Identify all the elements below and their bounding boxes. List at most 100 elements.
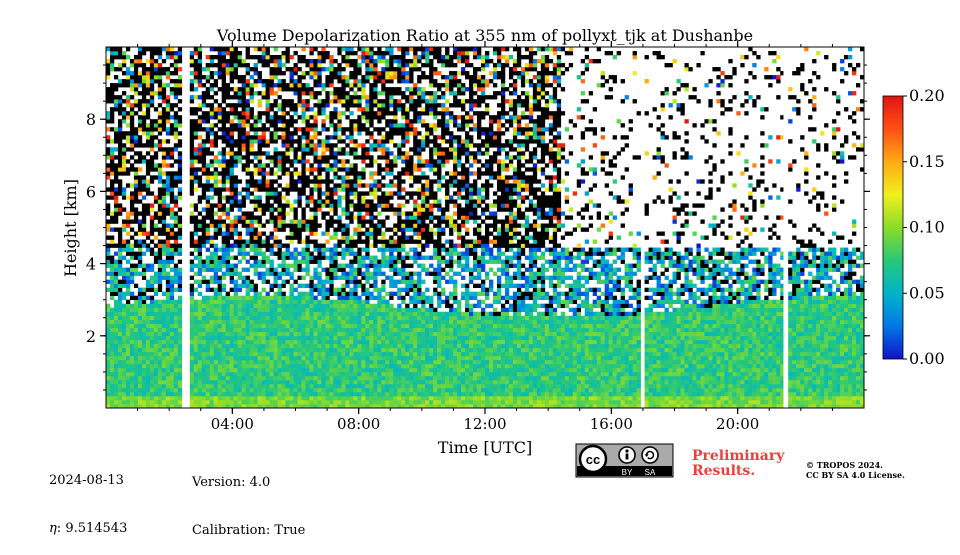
heatmap-cell [337,299,342,305]
heatmap-cell [277,215,282,220]
heatmap-cell [357,247,362,252]
heatmap-cell [169,283,175,288]
heatmap-cell [353,335,358,341]
heatmap-cell [257,59,262,64]
heatmap-cell [169,223,175,228]
heatmap-cell [113,263,119,268]
heatmap-cell [349,171,354,176]
heatmap-cell [169,79,175,84]
heatmap-cell [193,287,199,292]
heatmap-cell [165,315,171,321]
heatmap-cell [165,107,171,112]
heatmap-cell [229,95,234,100]
heatmap-cell [217,255,222,260]
heatmap-cell [321,311,326,317]
heatmap-cell [365,95,370,100]
heatmap-cell [329,75,334,80]
heatmap-cell [109,291,115,296]
heatmap-cell [329,123,334,128]
heatmap-cell [106,243,111,248]
heatmap-cell [361,175,366,180]
heatmap-cell [145,203,151,208]
heatmap-cell [249,159,254,164]
heatmap-cell [309,255,314,260]
heatmap-cell [141,299,147,305]
heatmap-cell [253,355,258,361]
heatmap-cell [385,131,390,136]
heatmap-cell [341,375,346,381]
heatmap-cell [273,387,278,393]
heatmap-cell [165,291,171,296]
heatmap-cell [221,251,226,256]
heatmap-cell [273,279,278,284]
heatmap-cell [205,235,211,240]
heatmap-cell [245,107,250,112]
heatmap-cell [293,83,298,88]
heatmap-cell [285,383,290,389]
heatmap-cell [149,139,155,144]
heatmap-cell [249,375,254,381]
heatmap-cell [225,163,230,168]
heatmap-cell [213,211,219,216]
heatmap-cell [293,87,298,92]
heatmap-cell [197,247,203,252]
heatmap-cell [277,371,282,377]
heatmap-cell [153,155,159,160]
heatmap-cell [309,303,314,309]
heatmap-cell [145,131,151,136]
heatmap-cell [145,75,151,80]
heatmap-cell [149,103,155,108]
heatmap-cell [265,139,270,144]
heatmap-cell [289,351,294,357]
heatmap-cell [237,351,242,357]
heatmap-cell [217,359,222,365]
heatmap-cell [245,187,250,192]
heatmap-cell [277,355,282,361]
heatmap-cell [113,155,119,160]
heatmap-cell [149,167,155,172]
heatmap-cell [305,159,310,164]
heatmap-cell [201,103,207,108]
heatmap-cell [173,311,179,317]
heatmap-cell [205,171,211,176]
heatmap-cell [197,375,203,381]
heatmap-cell [125,71,131,76]
heatmap-cell [333,287,338,292]
heatmap-cell [113,347,119,353]
heatmap-cell [161,71,167,76]
heatmap-cell [225,363,230,369]
heatmap-cell [389,67,394,72]
heatmap-cell [257,299,262,305]
heatmap-cell [217,355,222,361]
heatmap-cell [141,291,147,296]
heatmap-cell [381,359,386,365]
heatmap-cell [313,71,318,76]
heatmap-cell [309,299,314,305]
heatmap-cell [257,223,262,228]
heatmap-cell [349,95,354,100]
heatmap-cell [381,107,386,112]
heatmap-cell [329,267,334,272]
heatmap-cell [229,287,234,292]
heatmap-cell [381,79,386,84]
heatmap-cell [225,319,230,325]
heatmap-cell [249,111,254,116]
heatmap-cell [225,83,230,88]
heatmap-cell [165,187,171,192]
heatmap-cell [309,323,314,329]
heatmap-cell [273,223,278,228]
heatmap-cell [261,167,266,172]
heatmap-cell [277,211,282,216]
heatmap-cell [297,371,302,377]
heatmap-cell [285,315,290,321]
heatmap-cell [317,291,322,296]
heatmap-cell [373,83,378,88]
heatmap-cell [106,335,111,341]
heatmap-cell [373,159,378,164]
heatmap-cell [261,351,266,357]
heatmap-cell [177,351,183,357]
heatmap-cell [357,383,362,389]
heatmap-cell [297,135,302,140]
heatmap-cell [161,311,167,317]
heatmap-cell [269,339,274,345]
